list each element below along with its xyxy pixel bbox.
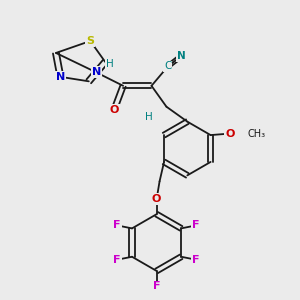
Text: F: F bbox=[113, 255, 121, 265]
Text: O: O bbox=[225, 129, 235, 139]
Text: H: H bbox=[106, 59, 114, 69]
Text: CH₃: CH₃ bbox=[248, 129, 266, 139]
Text: H: H bbox=[145, 112, 152, 122]
Text: F: F bbox=[192, 220, 200, 230]
Text: O: O bbox=[110, 105, 119, 115]
Text: S: S bbox=[86, 36, 94, 46]
Text: N: N bbox=[56, 72, 65, 82]
Text: C: C bbox=[164, 61, 172, 71]
Text: F: F bbox=[192, 255, 200, 265]
Text: N: N bbox=[92, 68, 101, 77]
Text: F: F bbox=[153, 281, 160, 292]
Text: F: F bbox=[113, 220, 121, 230]
Text: N: N bbox=[177, 51, 186, 61]
Text: O: O bbox=[152, 194, 161, 204]
